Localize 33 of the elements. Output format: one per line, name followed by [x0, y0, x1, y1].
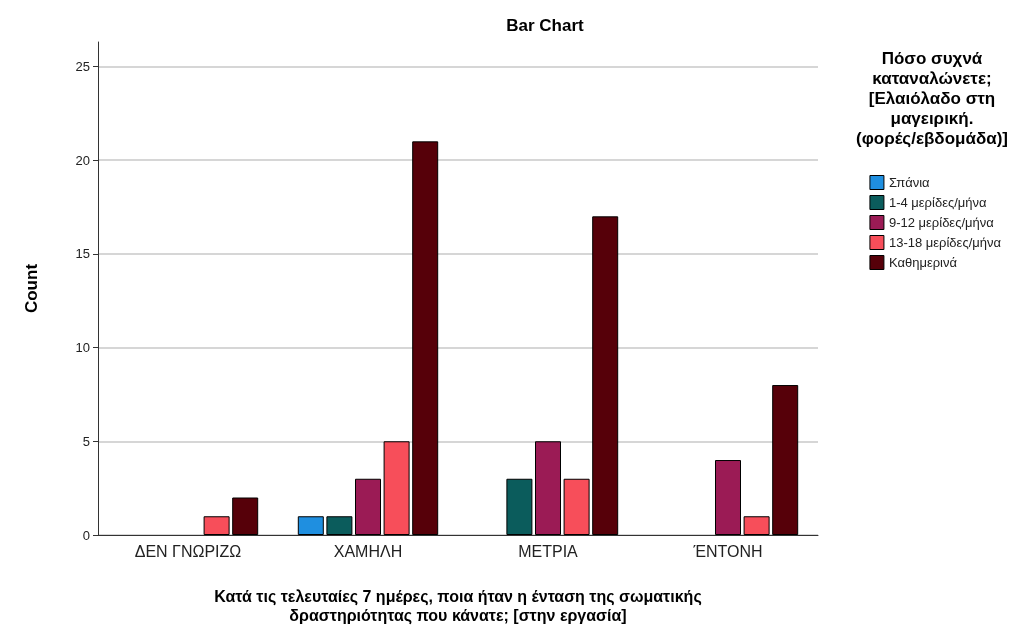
bar	[535, 441, 561, 535]
legend-label: Καθημερινά	[888, 255, 958, 270]
legend-label: 13-18 μερίδες/μήνα	[888, 235, 1002, 250]
bar	[383, 441, 410, 535]
x-tick-label: ΧΑΜΗΛΗ	[333, 542, 403, 560]
bar	[592, 216, 619, 535]
y-tick-label: 0	[82, 527, 90, 543]
x-tick-label: ΈΝΤΟΝΗ	[692, 542, 763, 560]
legend-title: Πόσο συχνά καταναλώνετε; [Ελαιόλαδο στη μαγειρική. (φορές/εβδομάδα)]	[855, 48, 1008, 148]
x-tick-label: ΔΕΝ ΓΝΩΡΙΖΩ	[134, 542, 242, 560]
chart-title: Bar Chart	[506, 16, 585, 35]
y-axis-title: Count	[22, 263, 41, 314]
bar	[743, 516, 770, 535]
legend-label: 9-12 μερίδες/μήνα	[888, 215, 995, 230]
bar	[297, 516, 324, 535]
y-tick-label: 20	[75, 152, 90, 168]
bar	[203, 516, 230, 535]
bar	[232, 497, 259, 535]
bar	[355, 478, 381, 535]
legend-label: 1-4 μερίδες/μήνα	[888, 195, 988, 210]
x-tick-label: ΜΕΤΡΙΑ	[518, 542, 579, 560]
legend-label: Σπάνια	[888, 175, 931, 190]
y-tick-label: 5	[82, 433, 90, 449]
y-tick-label: 25	[75, 58, 90, 74]
y-tick-label: 10	[75, 340, 90, 356]
bar	[715, 460, 741, 535]
bar	[563, 478, 590, 535]
x-axis-title: Κατά τις τελευταίες 7 ημέρες, ποια ήταν η ένταση της σωματικής δραστηριότητας που κάνατε; [στην εργασία]	[214, 588, 702, 625]
bar	[326, 516, 353, 535]
bar	[506, 478, 533, 535]
bar	[412, 141, 439, 535]
bar	[772, 385, 799, 535]
y-tick-label: 15	[75, 246, 90, 262]
